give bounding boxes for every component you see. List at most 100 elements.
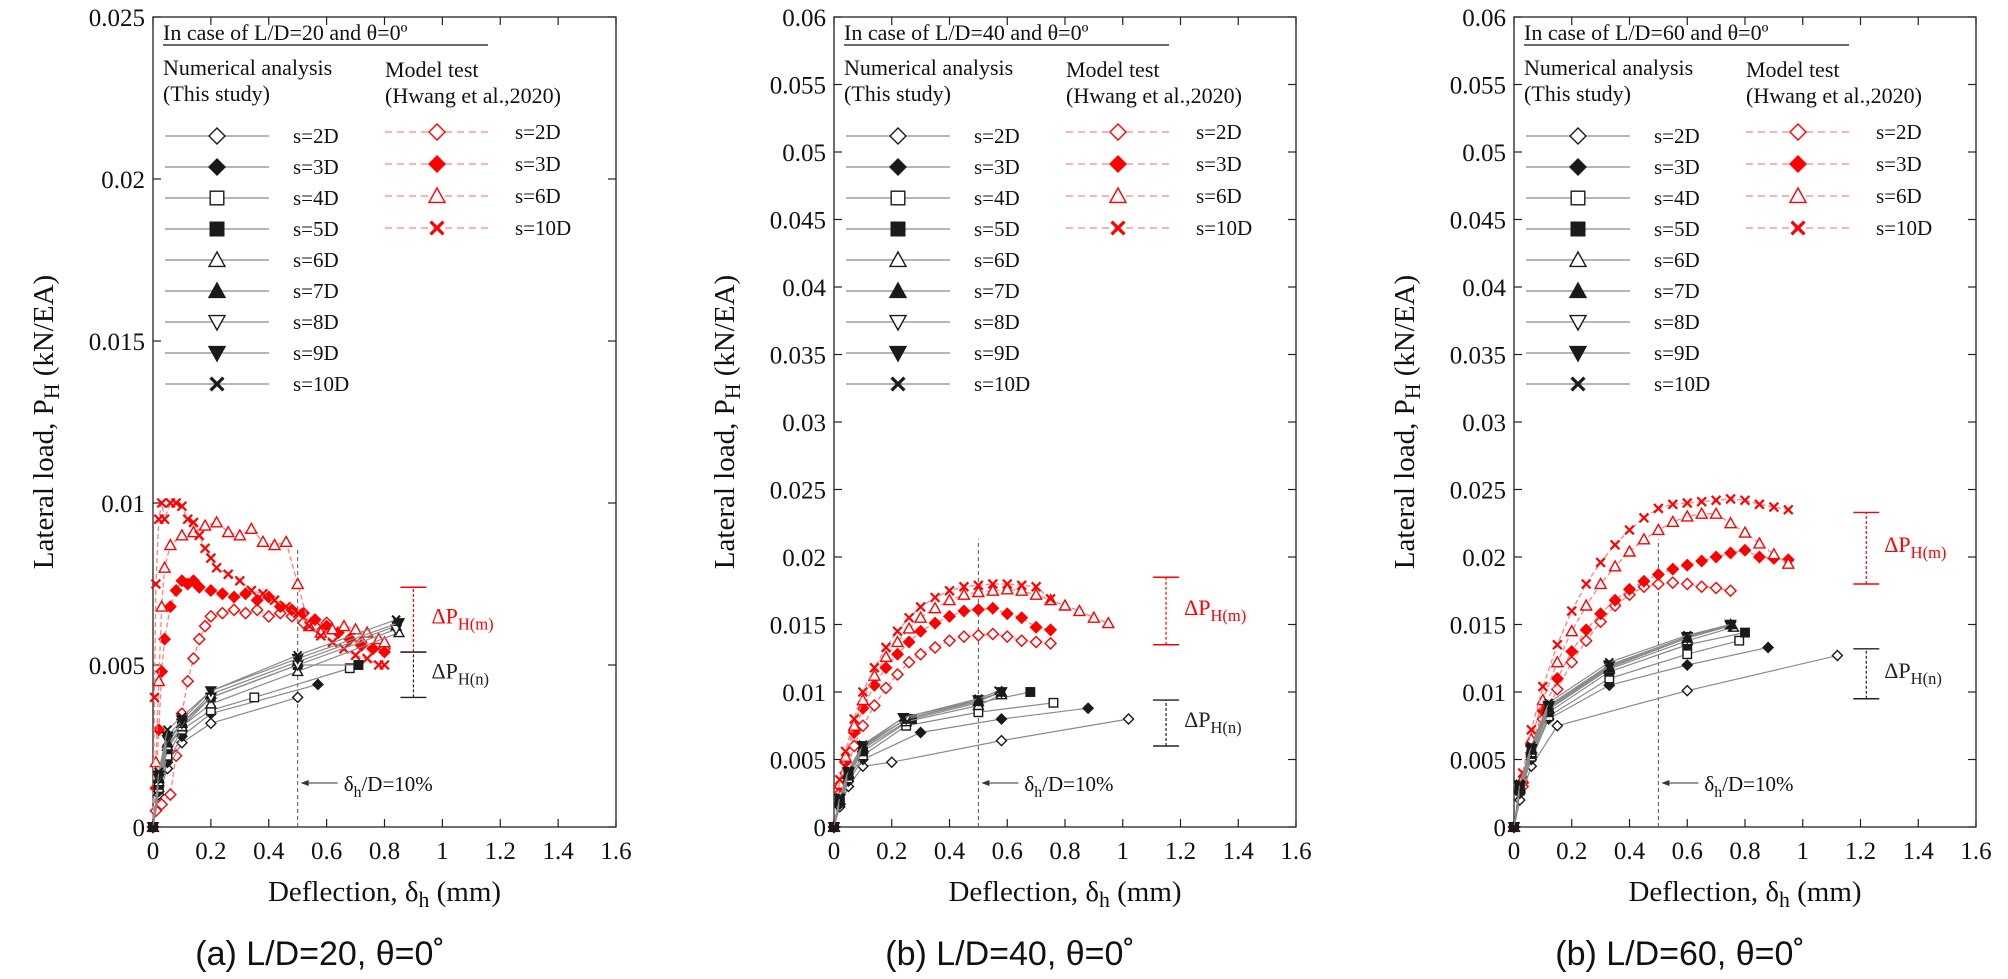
model-point	[1000, 582, 1014, 595]
delta-numerical-label: ΔPH(n)	[1184, 707, 1242, 737]
numerical-point	[1551, 719, 1564, 732]
model-point	[1045, 593, 1056, 605]
model-point	[856, 701, 870, 715]
model-point	[194, 530, 205, 541]
legend-numerical-marker	[1569, 127, 1587, 145]
model-point	[279, 534, 293, 547]
y-tick-label: 0.01	[782, 680, 826, 707]
model-point	[1709, 550, 1723, 564]
model-point	[1623, 582, 1636, 596]
model-point	[1651, 568, 1665, 582]
model-point	[325, 622, 340, 635]
model-point	[1593, 577, 1608, 590]
numerical-line	[1513, 625, 1731, 828]
y-tick-label: 0.045	[770, 208, 826, 235]
legend-title: In case of L/D=20 and θ=0º	[163, 20, 408, 45]
model-point	[840, 746, 851, 757]
chart-panel-1: 0 0.005 0.01 0.015 0.02 0.025 0 0.2 0.4 0.6 0.8 1 1.…	[28, 5, 632, 973]
reference-label: δh/D=10%	[1024, 772, 1113, 801]
delta-numerical: ΔPH(n)	[400, 651, 489, 699]
numerical-point	[995, 734, 1008, 747]
model-point	[1579, 623, 1593, 637]
numerical-line	[1513, 646, 1769, 828]
model-point	[215, 606, 229, 620]
model-point	[928, 601, 942, 614]
model-point	[280, 601, 292, 612]
numerical-point	[914, 726, 927, 739]
model-point	[1015, 611, 1029, 625]
x-tick-label: 0.2	[876, 838, 907, 865]
legend-numerical-marker	[207, 345, 227, 363]
model-point	[1680, 509, 1694, 522]
legend-numerical-marker	[888, 281, 908, 299]
delta-model-label: ΔPH(m)	[1184, 595, 1246, 625]
model-point	[849, 713, 860, 725]
legend-numerical-label: s=4D	[293, 186, 339, 210]
x-axis-label: Deflection, δh (mm)	[948, 876, 1181, 912]
y-tick-label: 0.055	[1450, 73, 1506, 100]
model-point	[204, 583, 218, 597]
y-tick-label: 0.01	[1462, 680, 1506, 707]
model-point	[377, 635, 392, 648]
model-point	[1608, 559, 1622, 572]
model-point	[1101, 616, 1116, 629]
model-point	[304, 620, 315, 632]
legend-numerical-label: s=3D	[293, 155, 339, 179]
y-tick-label: 0	[133, 815, 146, 842]
panel-caption: (b) L/D=60, θ=0˚	[1555, 935, 1804, 973]
model-point	[1667, 499, 1678, 510]
delta-numerical-label: ΔPH(n)	[431, 659, 489, 689]
numerical-point	[1526, 741, 1537, 751]
numerical-point	[843, 765, 854, 776]
model-point	[1695, 554, 1709, 568]
x-tick-label: 0.2	[195, 838, 226, 865]
model-point	[1709, 506, 1723, 519]
model-point	[1752, 550, 1766, 564]
legend-numerical-label: s=10D	[293, 372, 349, 396]
legend-numerical-marker	[1570, 376, 1586, 392]
y-tick-label: 0.005	[89, 653, 145, 680]
model-point	[234, 575, 245, 586]
model-point	[1666, 576, 1680, 590]
legend-numerical-marker	[208, 158, 226, 176]
model-point	[890, 635, 905, 648]
delta-model: ΔPH(m)	[1153, 576, 1246, 646]
model-point	[192, 580, 206, 594]
numerical-point	[391, 614, 401, 625]
chart-panel-2: 0 0.005 0.01 0.015 0.02 0.025 0.03 0.035 0.04 0.0…	[709, 5, 1312, 973]
x-tick-label: 1.4	[1223, 838, 1255, 865]
numerical-point	[291, 691, 304, 704]
legend-numerical-marker	[209, 190, 225, 206]
model-point	[205, 552, 217, 564]
model-point	[209, 515, 224, 528]
model-point	[834, 774, 845, 785]
y-tick-label: 0.06	[1462, 5, 1506, 32]
model-point	[211, 562, 222, 573]
legend-numerical-label: s=7D	[293, 279, 339, 303]
legend-model-marker	[1789, 155, 1807, 173]
model-point	[892, 626, 903, 637]
legend-model-marker	[1108, 186, 1128, 204]
model-point	[1781, 556, 1796, 569]
model-point	[971, 585, 986, 598]
model-point	[188, 517, 199, 528]
delta-numerical-label: ΔPH(n)	[1884, 658, 1942, 688]
y-tick-label: 0.01	[101, 491, 145, 518]
legend-model-label: s=6D	[1196, 184, 1242, 208]
model-point	[1694, 506, 1709, 519]
model-point	[987, 578, 998, 590]
model-point	[1016, 580, 1027, 591]
model-point	[187, 652, 201, 666]
chart-panel-3: 0 0.005 0.01 0.015 0.02 0.025 0.03 0.035 0.04 0.0…	[1389, 5, 1992, 973]
model-point	[929, 592, 941, 603]
x-tick-label: 1.2	[1845, 838, 1876, 865]
reference-label: δh/D=10%	[344, 772, 433, 801]
model-point	[914, 624, 928, 638]
legend-model-heading: Model test	[1746, 57, 1840, 82]
model-point	[1594, 607, 1608, 621]
numerical-point	[206, 686, 216, 696]
delta-numerical: ΔPH(n)	[1153, 699, 1242, 747]
model-point	[957, 587, 971, 600]
model-point	[290, 577, 305, 590]
